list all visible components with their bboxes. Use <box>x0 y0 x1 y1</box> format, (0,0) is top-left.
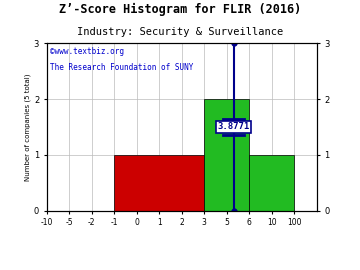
Text: Industry: Security & Surveillance: Industry: Security & Surveillance <box>77 27 283 37</box>
Bar <box>204 99 249 211</box>
Bar <box>249 155 294 211</box>
Bar <box>114 155 204 211</box>
Text: ©www.textbiz.org: ©www.textbiz.org <box>50 46 123 56</box>
Text: Z’-Score Histogram for FLIR (2016): Z’-Score Histogram for FLIR (2016) <box>59 3 301 16</box>
Text: 3.8771: 3.8771 <box>217 122 250 131</box>
Text: The Research Foundation of SUNY: The Research Foundation of SUNY <box>50 63 193 72</box>
Y-axis label: Number of companies (5 total): Number of companies (5 total) <box>24 73 31 181</box>
